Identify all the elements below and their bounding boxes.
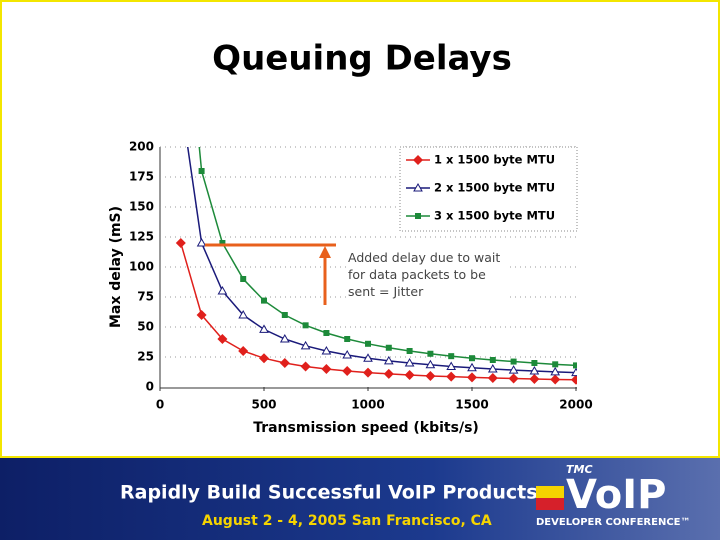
y-tick-label: 75 <box>137 290 154 304</box>
y-tick-label: 125 <box>129 230 154 244</box>
arrow-head <box>319 246 331 258</box>
footer-banner <box>0 458 720 540</box>
marker <box>469 355 475 362</box>
marker <box>446 371 457 382</box>
marker <box>573 362 577 369</box>
marker <box>404 357 415 367</box>
marker <box>300 361 311 372</box>
logo-block <box>536 498 564 510</box>
marker <box>427 350 434 357</box>
legend-label: 3 x 1500 byte MTU <box>434 209 555 223</box>
marker <box>279 333 290 343</box>
marker <box>321 345 332 355</box>
marker <box>571 374 577 385</box>
y-tick-label: 50 <box>137 320 154 334</box>
marker <box>510 358 517 365</box>
marker <box>344 336 351 342</box>
marker <box>323 330 330 336</box>
marker <box>446 361 457 370</box>
y-tick-label: 150 <box>129 200 154 214</box>
marker <box>259 324 269 333</box>
marker <box>404 370 415 380</box>
marker <box>415 213 421 219</box>
marker <box>550 366 561 376</box>
marker <box>261 297 267 304</box>
y-tick-label: 0 <box>146 380 154 394</box>
y-tick-label: 25 <box>137 350 154 364</box>
marker <box>196 237 207 247</box>
marker <box>571 367 577 377</box>
marker <box>363 367 373 378</box>
series-line <box>198 147 577 367</box>
marker <box>529 373 540 384</box>
x-tick-label: 1000 <box>351 398 384 412</box>
marker <box>487 373 498 383</box>
plot-series <box>175 147 577 385</box>
marker <box>413 155 423 165</box>
marker <box>425 359 436 369</box>
marker <box>342 366 353 377</box>
marker <box>413 182 423 192</box>
annotation <box>205 243 336 305</box>
y-axis-title: Max delay (mS) <box>108 206 124 328</box>
marker <box>467 362 477 372</box>
y-tick-label: 200 <box>129 140 154 154</box>
marker <box>365 340 371 347</box>
marker <box>425 370 436 381</box>
marker <box>302 322 309 329</box>
marker <box>385 344 392 351</box>
marker <box>508 365 519 374</box>
marker <box>300 340 311 350</box>
marker <box>196 310 207 320</box>
legend-label: 2 x 1500 byte MTU <box>434 181 555 195</box>
marker <box>363 353 373 362</box>
marker <box>448 353 455 360</box>
marker <box>238 346 249 356</box>
chart-title: Queuing Delays <box>212 39 512 79</box>
x-axis-title: Transmission speed (kbits/s) <box>253 420 479 436</box>
marker <box>550 374 561 385</box>
marker <box>240 276 247 282</box>
x-tick-label: 1500 <box>455 398 488 412</box>
annotation-text: Added delay due to wait for data packets… <box>348 249 508 300</box>
marker <box>383 355 394 365</box>
marker <box>217 334 228 344</box>
marker <box>259 353 269 364</box>
y-tick-label: 100 <box>129 260 154 274</box>
marker <box>383 368 394 379</box>
marker <box>281 312 288 318</box>
footer-headline: Rapidly Build Successful VoIP Products <box>120 482 538 504</box>
marker <box>279 358 290 368</box>
marker <box>467 372 477 383</box>
y-tick-label: 175 <box>129 170 154 184</box>
marker <box>342 349 353 359</box>
footer-dates: August 2 - 4, 2005 San Francisco, CA <box>202 513 492 529</box>
marker <box>219 240 226 246</box>
marker <box>198 168 205 174</box>
footer-conference: DEVELOPER CONFERENCE™ <box>536 517 691 528</box>
marker <box>406 348 413 354</box>
legend-label: 1 x 1500 byte MTU <box>434 153 555 167</box>
slide-border <box>0 0 720 458</box>
x-tick-label: 500 <box>251 398 276 412</box>
marker <box>175 238 186 248</box>
marker <box>529 366 540 375</box>
footer-brand: TMC <box>566 463 593 476</box>
marker <box>489 357 496 363</box>
x-tick-label: 2000 <box>559 398 592 412</box>
marker <box>321 364 332 374</box>
footer-logo: VoIP <box>566 472 666 518</box>
marker <box>238 309 249 319</box>
marker <box>487 363 498 373</box>
legend-box <box>399 146 578 232</box>
x-tick-label: 0 <box>156 398 164 412</box>
marker <box>552 361 559 368</box>
marker <box>531 360 538 366</box>
marker <box>508 373 519 384</box>
marker <box>217 285 228 295</box>
